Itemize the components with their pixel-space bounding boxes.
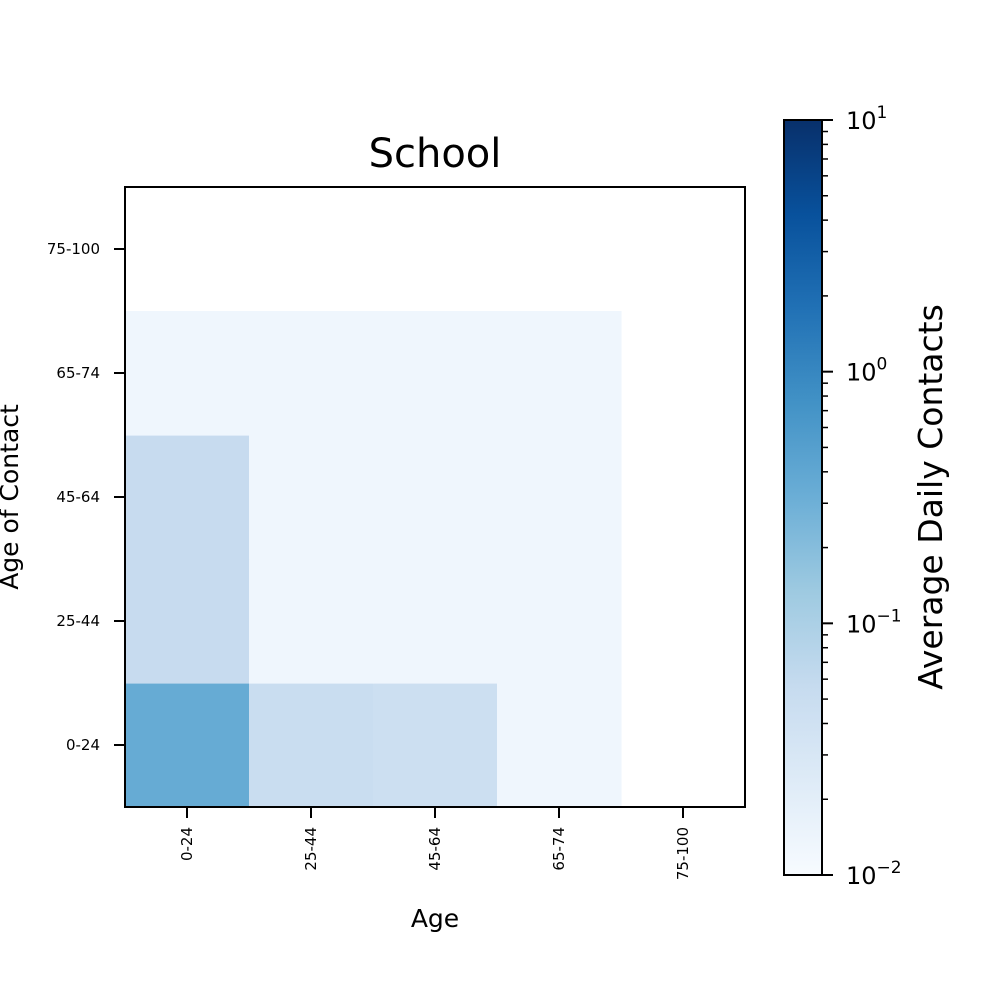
x-axis-label: Age — [411, 904, 459, 933]
heatmap-cell — [125, 435, 250, 560]
colorbar-ticks: 10−2 10−1 100 101 — [822, 103, 902, 890]
x-tick-label: 65-74 — [550, 827, 568, 871]
heatmap-cell — [497, 311, 622, 436]
heatmap-cell — [373, 435, 498, 560]
colorbar: 10−2 10−1 100 101 Average Daily Contacts — [783, 103, 950, 890]
heatmap-cell — [125, 683, 250, 808]
heatmap-cell — [249, 683, 374, 808]
heatmap-cells — [125, 311, 622, 808]
x-tick-label: 75-100 — [674, 827, 692, 880]
colorbar-tick-label: 101 — [846, 103, 887, 135]
heatmap-cell — [249, 559, 374, 684]
heatmap-cell — [125, 559, 250, 684]
colorbar-tick-label: 10−1 — [846, 606, 902, 638]
x-tick-label: 45-64 — [426, 827, 444, 871]
y-tick-label: 75-100 — [47, 240, 100, 258]
colorbar-gradient — [783, 119, 823, 876]
y-tick-label: 0-24 — [66, 736, 100, 754]
chart-title: School — [369, 131, 502, 177]
y-tick-label: 45-64 — [56, 488, 100, 506]
heatmap-cell — [497, 559, 622, 684]
heatmap-cell — [497, 435, 622, 560]
heatmap-cell — [373, 559, 498, 684]
x-tick-label: 25-44 — [302, 827, 320, 871]
axis-ticks: 0-24 25-44 45-64 65-74 75-100 0-24 25-44 45-64 6… — [47, 240, 692, 880]
y-tick-label: 65-74 — [56, 364, 100, 382]
heatmap-cell — [373, 311, 498, 436]
heatmap-cell — [249, 435, 374, 560]
y-tick-label: 25-44 — [56, 612, 100, 630]
heatmap-cell — [497, 683, 622, 808]
y-axis-label: Age of Contact — [0, 404, 24, 590]
colorbar-tick-label: 10−2 — [846, 858, 902, 890]
heatmap-cell — [125, 311, 250, 436]
x-tick-label: 0-24 — [178, 827, 196, 861]
colorbar-tick-label: 100 — [846, 355, 887, 387]
colorbar-label: Average Daily Contacts — [911, 304, 950, 690]
heatmap-cell — [373, 683, 498, 808]
heatmap-cell — [249, 311, 374, 436]
